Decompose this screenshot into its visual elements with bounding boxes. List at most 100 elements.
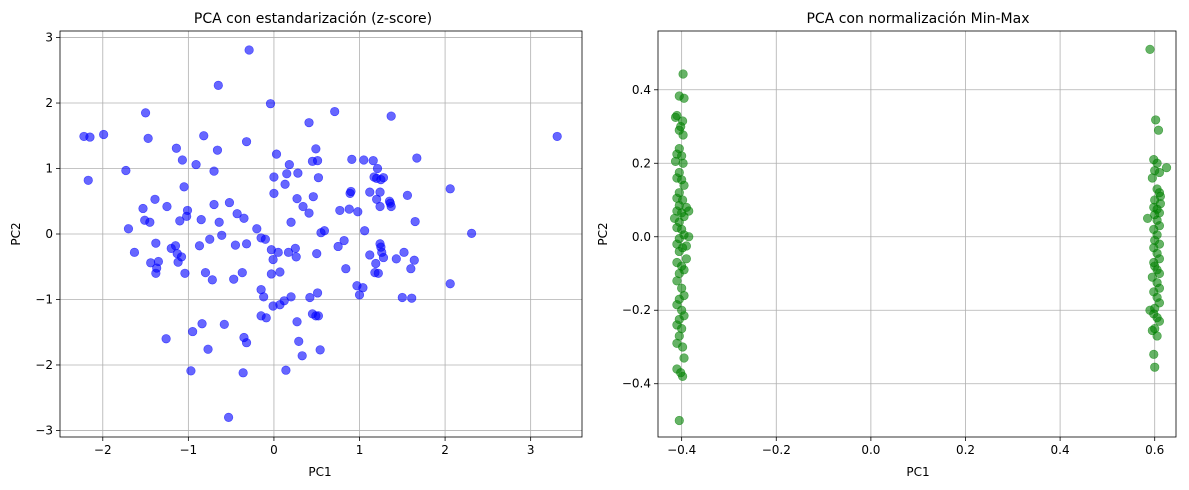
data-point (121, 165, 131, 176)
data-point (412, 153, 422, 163)
data-point (297, 351, 307, 361)
data-point (282, 169, 292, 179)
data-point (153, 256, 164, 267)
data-point (219, 319, 229, 329)
data-point (268, 301, 278, 311)
x-tick-label: 0 (270, 443, 278, 457)
data-point (191, 159, 201, 170)
data-point (138, 203, 148, 214)
data-point (345, 188, 355, 198)
data-point (347, 154, 357, 164)
data-point (230, 240, 241, 250)
data-point (677, 342, 688, 352)
data-point (402, 190, 413, 200)
data-point (166, 243, 176, 254)
chart-title: PCA con estandarización (z-score) (194, 11, 432, 27)
data-point (375, 201, 385, 212)
y-tick-label: −0.4 (622, 377, 651, 391)
data-point (213, 80, 223, 90)
grid (658, 31, 1176, 437)
data-point (375, 239, 385, 249)
data-point (677, 371, 688, 381)
y-tick-label: −0.2 (622, 303, 651, 317)
data-point (333, 241, 343, 252)
data-point (391, 254, 401, 264)
data-point (179, 182, 189, 192)
data-point (143, 133, 153, 143)
data-point (283, 247, 294, 257)
data-point (1150, 362, 1160, 372)
data-point (123, 224, 134, 234)
data-point (151, 268, 161, 278)
data-point (217, 230, 227, 240)
data-point (200, 268, 211, 278)
data-point (669, 213, 680, 223)
data-point (286, 292, 296, 302)
x-axis-label: PC1 (308, 465, 331, 479)
data-point (252, 224, 262, 234)
y-tick-label: 3 (45, 31, 53, 45)
x-tick-label: 3 (527, 443, 535, 457)
data-point (311, 144, 321, 154)
data-point (238, 368, 248, 378)
y-axis-label: PC2 (596, 222, 610, 245)
data-point (679, 180, 689, 190)
y-tick-label: 2 (45, 96, 53, 110)
data-points (79, 45, 562, 422)
data-point (681, 254, 691, 264)
axis-ticks: −0.4 −0.2 0.0 0.2 0.4 0.6 −0.4 −0.2 0.0 0.2 0.4 (622, 83, 1164, 457)
data-point (670, 112, 681, 122)
data-point (140, 108, 151, 118)
data-point (99, 129, 109, 140)
data-point (330, 106, 340, 117)
data-point (445, 184, 455, 194)
data-point (256, 311, 266, 321)
data-point (209, 199, 219, 210)
x-tick-label: 2 (441, 443, 449, 457)
y-axis-label: PC2 (9, 222, 23, 245)
y-tick-label: 0 (45, 227, 53, 241)
data-point (684, 232, 694, 242)
data-point (674, 415, 684, 426)
data-point (298, 201, 308, 212)
data-point (279, 296, 289, 306)
data-point (371, 258, 381, 269)
data-point (304, 118, 314, 128)
data-point (207, 275, 217, 285)
data-point (294, 336, 304, 346)
plot-frame (657, 30, 1177, 438)
data-point (259, 292, 269, 302)
data-point (175, 216, 185, 226)
data-point (229, 274, 239, 284)
x-tick-label: −1 (180, 443, 198, 457)
data-point (369, 172, 379, 182)
data-point (445, 279, 455, 289)
data-point (241, 338, 252, 348)
data-point (399, 247, 409, 257)
data-point (209, 166, 219, 176)
data-point (205, 234, 215, 244)
data-point (678, 130, 688, 140)
data-point (244, 45, 254, 55)
data-point (304, 208, 314, 218)
data-point (312, 288, 323, 298)
data-point (293, 168, 303, 178)
data-point (368, 156, 378, 166)
data-point (197, 319, 207, 329)
x-tick-label: −2 (94, 443, 112, 457)
data-point (212, 145, 223, 155)
data-point (678, 158, 688, 168)
data-point (359, 155, 369, 165)
data-point (151, 238, 161, 248)
data-point (335, 205, 345, 216)
data-point (1153, 125, 1164, 135)
grid (60, 31, 582, 437)
data-point (397, 292, 407, 303)
data-point (203, 344, 213, 354)
data-point (241, 239, 252, 249)
data-point (173, 257, 183, 267)
data-point (150, 194, 160, 204)
data-point (241, 137, 252, 147)
y-tick-label: 0.0 (632, 230, 651, 244)
